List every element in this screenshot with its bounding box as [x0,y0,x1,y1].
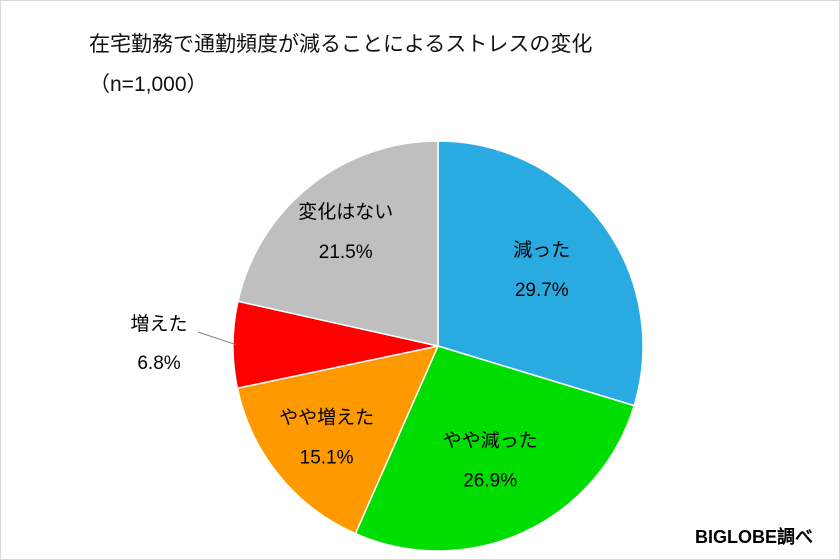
slice-label-name-1: やや減った [443,430,538,452]
slice-label-value-4: 21.5% [319,242,373,263]
pie-slice-0 [437,140,644,407]
slice-label-name-2: やや増えた [279,406,374,428]
pie-slice-4 [237,140,439,347]
chart-title-line2: （n=1,000） [89,73,208,96]
slice-label-value-2: 15.1% [300,447,354,468]
chart-title-line1: 在宅勤務で通勤頻度が減ることによるストレスの変化 [89,33,593,56]
slice-label-name-3: 増えた [130,313,187,335]
pie-slice-2 [236,344,440,535]
slice-label-name-4: 変化はない [298,201,393,223]
slice-label-value-0: 29.7% [515,280,569,301]
chart-title: 在宅勤務で通勤頻度が減ることによるストレスの変化 （n=1,000） [89,25,592,105]
slice-label-value-3: 6.8% [137,353,180,374]
callout-leader-line [197,331,237,346]
source-credit: BIGLOBE調べ [694,527,813,547]
slice-label-name-0: 減った [513,239,570,261]
slice-label-value-1: 26.9% [463,471,517,492]
pie-slice-1 [354,345,636,552]
